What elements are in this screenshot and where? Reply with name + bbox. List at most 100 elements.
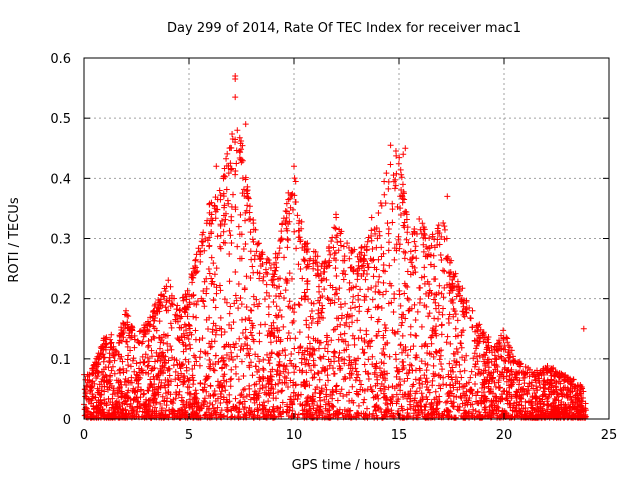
data-point xyxy=(434,225,441,232)
data-point xyxy=(404,295,411,302)
data-point xyxy=(180,379,187,386)
data-point xyxy=(137,394,144,401)
data-point xyxy=(428,290,435,297)
data-point xyxy=(292,178,299,185)
data-point xyxy=(390,172,397,179)
data-point xyxy=(266,293,273,300)
data-point xyxy=(316,376,323,383)
data-point xyxy=(247,274,254,281)
data-point xyxy=(208,199,215,206)
data-point xyxy=(103,340,110,347)
data-point xyxy=(419,220,426,227)
data-point xyxy=(552,368,559,375)
data-point xyxy=(197,258,204,265)
data-point xyxy=(193,251,200,258)
data-point xyxy=(453,345,460,352)
data-point xyxy=(295,261,302,268)
data-point xyxy=(346,313,353,320)
data-point xyxy=(266,360,273,367)
data-point xyxy=(378,253,385,260)
data-point xyxy=(433,323,440,330)
data-point xyxy=(217,400,224,407)
data-point xyxy=(181,372,188,379)
data-point xyxy=(286,210,293,217)
data-point xyxy=(354,409,361,416)
data-point xyxy=(360,350,367,357)
data-point xyxy=(379,291,386,298)
data-point xyxy=(426,389,433,396)
data-point xyxy=(182,342,189,349)
data-point xyxy=(189,272,196,279)
data-point xyxy=(235,376,242,383)
data-point xyxy=(108,367,115,374)
data-point xyxy=(255,240,262,247)
data-point xyxy=(199,242,206,249)
data-point xyxy=(328,238,335,245)
data-point xyxy=(291,228,298,235)
data-point xyxy=(217,232,224,239)
data-point xyxy=(272,381,279,388)
data-point xyxy=(96,407,103,414)
data-point xyxy=(181,378,188,385)
data-point xyxy=(435,412,442,419)
data-point xyxy=(202,350,209,357)
data-point xyxy=(381,386,388,393)
data-point xyxy=(91,405,98,412)
data-point xyxy=(175,336,182,343)
y-axis-label: ROTI / TECUs xyxy=(7,197,22,282)
data-point xyxy=(220,357,227,364)
data-point xyxy=(504,367,511,374)
data-point xyxy=(278,313,285,320)
data-point xyxy=(327,251,334,258)
data-point xyxy=(304,263,311,270)
data-point xyxy=(472,408,479,415)
data-point xyxy=(227,166,234,173)
data-point xyxy=(389,206,396,213)
data-point xyxy=(391,185,398,192)
data-point xyxy=(85,379,92,386)
data-point xyxy=(171,356,178,363)
data-point xyxy=(392,176,399,183)
data-point xyxy=(331,250,338,257)
data-point xyxy=(246,203,253,210)
data-point xyxy=(453,393,460,400)
data-point xyxy=(189,366,196,373)
data-point xyxy=(216,187,223,194)
data-point xyxy=(454,278,461,285)
data-point xyxy=(291,309,298,316)
data-point xyxy=(130,355,137,362)
data-point xyxy=(342,300,349,307)
data-point xyxy=(505,382,512,389)
data-point xyxy=(308,319,315,326)
data-point xyxy=(540,385,547,392)
data-point xyxy=(284,277,291,284)
data-point xyxy=(420,234,427,241)
data-point xyxy=(292,199,299,206)
data-point xyxy=(174,361,181,368)
data-point xyxy=(302,361,309,368)
data-point xyxy=(434,241,441,248)
data-point xyxy=(331,299,338,306)
data-point xyxy=(388,282,395,289)
data-point xyxy=(304,286,311,293)
data-point xyxy=(204,237,211,244)
data-point xyxy=(281,254,288,261)
data-point xyxy=(181,321,188,328)
data-point xyxy=(315,345,322,352)
data-point xyxy=(358,410,365,417)
data-point xyxy=(178,397,185,404)
data-point xyxy=(421,273,428,280)
data-point xyxy=(421,342,428,349)
data-point xyxy=(178,362,185,369)
data-point xyxy=(98,378,105,385)
data-point xyxy=(274,325,281,332)
data-point xyxy=(412,332,419,339)
data-point xyxy=(457,340,464,347)
data-point xyxy=(462,306,469,313)
data-point xyxy=(145,343,152,350)
data-point xyxy=(105,409,112,416)
data-point xyxy=(225,170,232,177)
data-point xyxy=(395,160,402,167)
data-point xyxy=(404,375,411,382)
data-point xyxy=(548,391,555,398)
